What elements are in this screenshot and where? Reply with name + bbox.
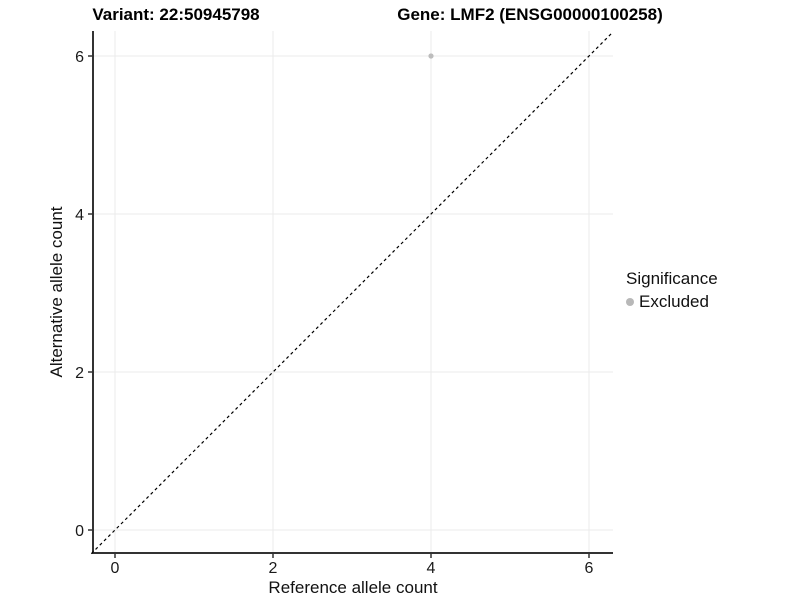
y-tick-label: 2 [75,365,84,382]
variant-title: Variant: 22:50945798 [92,5,260,24]
x-tick-label: 2 [269,560,278,577]
legend-entry: Excluded [626,292,718,312]
y-axis-title: Alternative allele count [47,206,66,378]
x-tick-label: 0 [111,560,120,577]
x-tick-label: 4 [427,560,436,577]
legend-title: Significance [626,269,718,288]
x-axis-title: Reference allele count [268,578,438,597]
y-tick-label: 0 [75,523,84,540]
gene-title: Gene: LMF2 (ENSG00000100258) [397,5,663,24]
legend: Significance Excluded [626,269,718,312]
x-tick-label: 6 [585,560,594,577]
y-tick-label: 4 [75,207,84,224]
y-tick-label: 6 [75,49,84,66]
data-point [428,53,434,59]
identity-dashed-line [90,31,614,555]
legend-entry-label: Excluded [639,292,709,311]
legend-point-icon [626,298,634,306]
